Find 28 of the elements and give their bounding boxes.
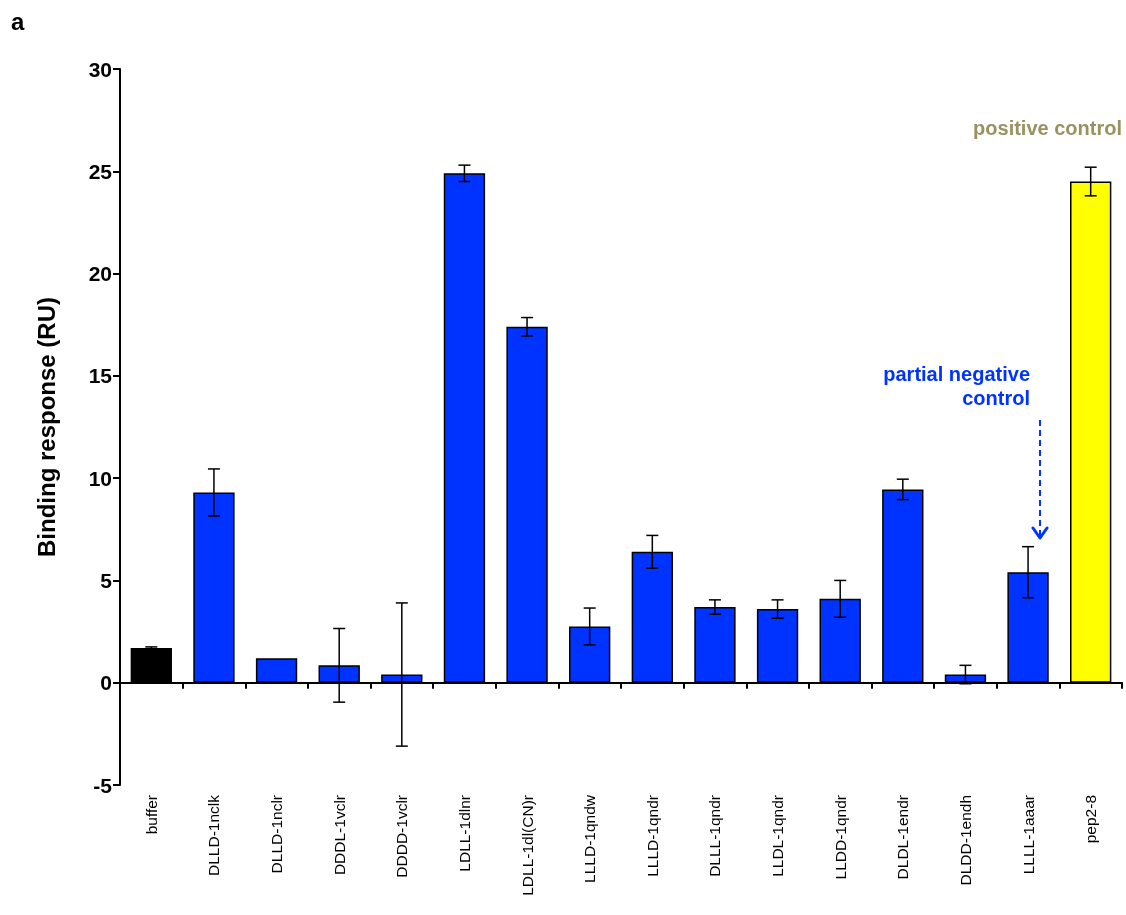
x-tick-label: LLLD-1qndw: [581, 794, 599, 883]
y-tick-label: 5: [100, 568, 113, 592]
annotation: partial negative control: [882, 362, 1030, 410]
x-tick-label: DLDL-1endr: [894, 795, 912, 880]
y-tick-label: 30: [88, 57, 112, 81]
x-tick-label: DDDL-1vclr: [330, 795, 348, 876]
x-tick-label: LLLL-1aaar: [1019, 795, 1037, 875]
y-tick-label: 25: [88, 159, 113, 183]
x-tick-label: LDLL-1dlnr: [455, 795, 473, 872]
x-tick-label: LLDD-1qndr: [831, 795, 849, 880]
x-tick-label: DLLL-1qndr: [706, 795, 724, 877]
x-tick-label: DLLD-1nclk: [205, 794, 223, 876]
x-tick-label: DLLD-1nclr: [268, 795, 286, 874]
y-tick-label: -5: [93, 773, 113, 797]
x-tick-label: LLLD-1qndr: [643, 795, 661, 877]
annotation: positive control: [972, 116, 1122, 140]
y-tick-label: 15: [88, 364, 113, 388]
x-tick-label: LLDL-1qndr: [769, 795, 787, 877]
y-tick-label: 0: [100, 671, 112, 695]
x-tick-label: pep2-8: [1082, 795, 1100, 844]
x-tick-label: buffer: [142, 795, 160, 835]
y-tick-label: 20: [88, 262, 112, 286]
x-tick-label: DDDD-1vclr: [393, 795, 411, 878]
x-tick-label: LDLL-1dl(CN)r: [518, 795, 536, 896]
x-tick-label: DLDD-1endh: [956, 795, 974, 886]
y-axis-title: Binding response (RU): [32, 296, 60, 558]
y-tick-label: 10: [88, 466, 112, 490]
chart-title: a: [11, 7, 25, 35]
